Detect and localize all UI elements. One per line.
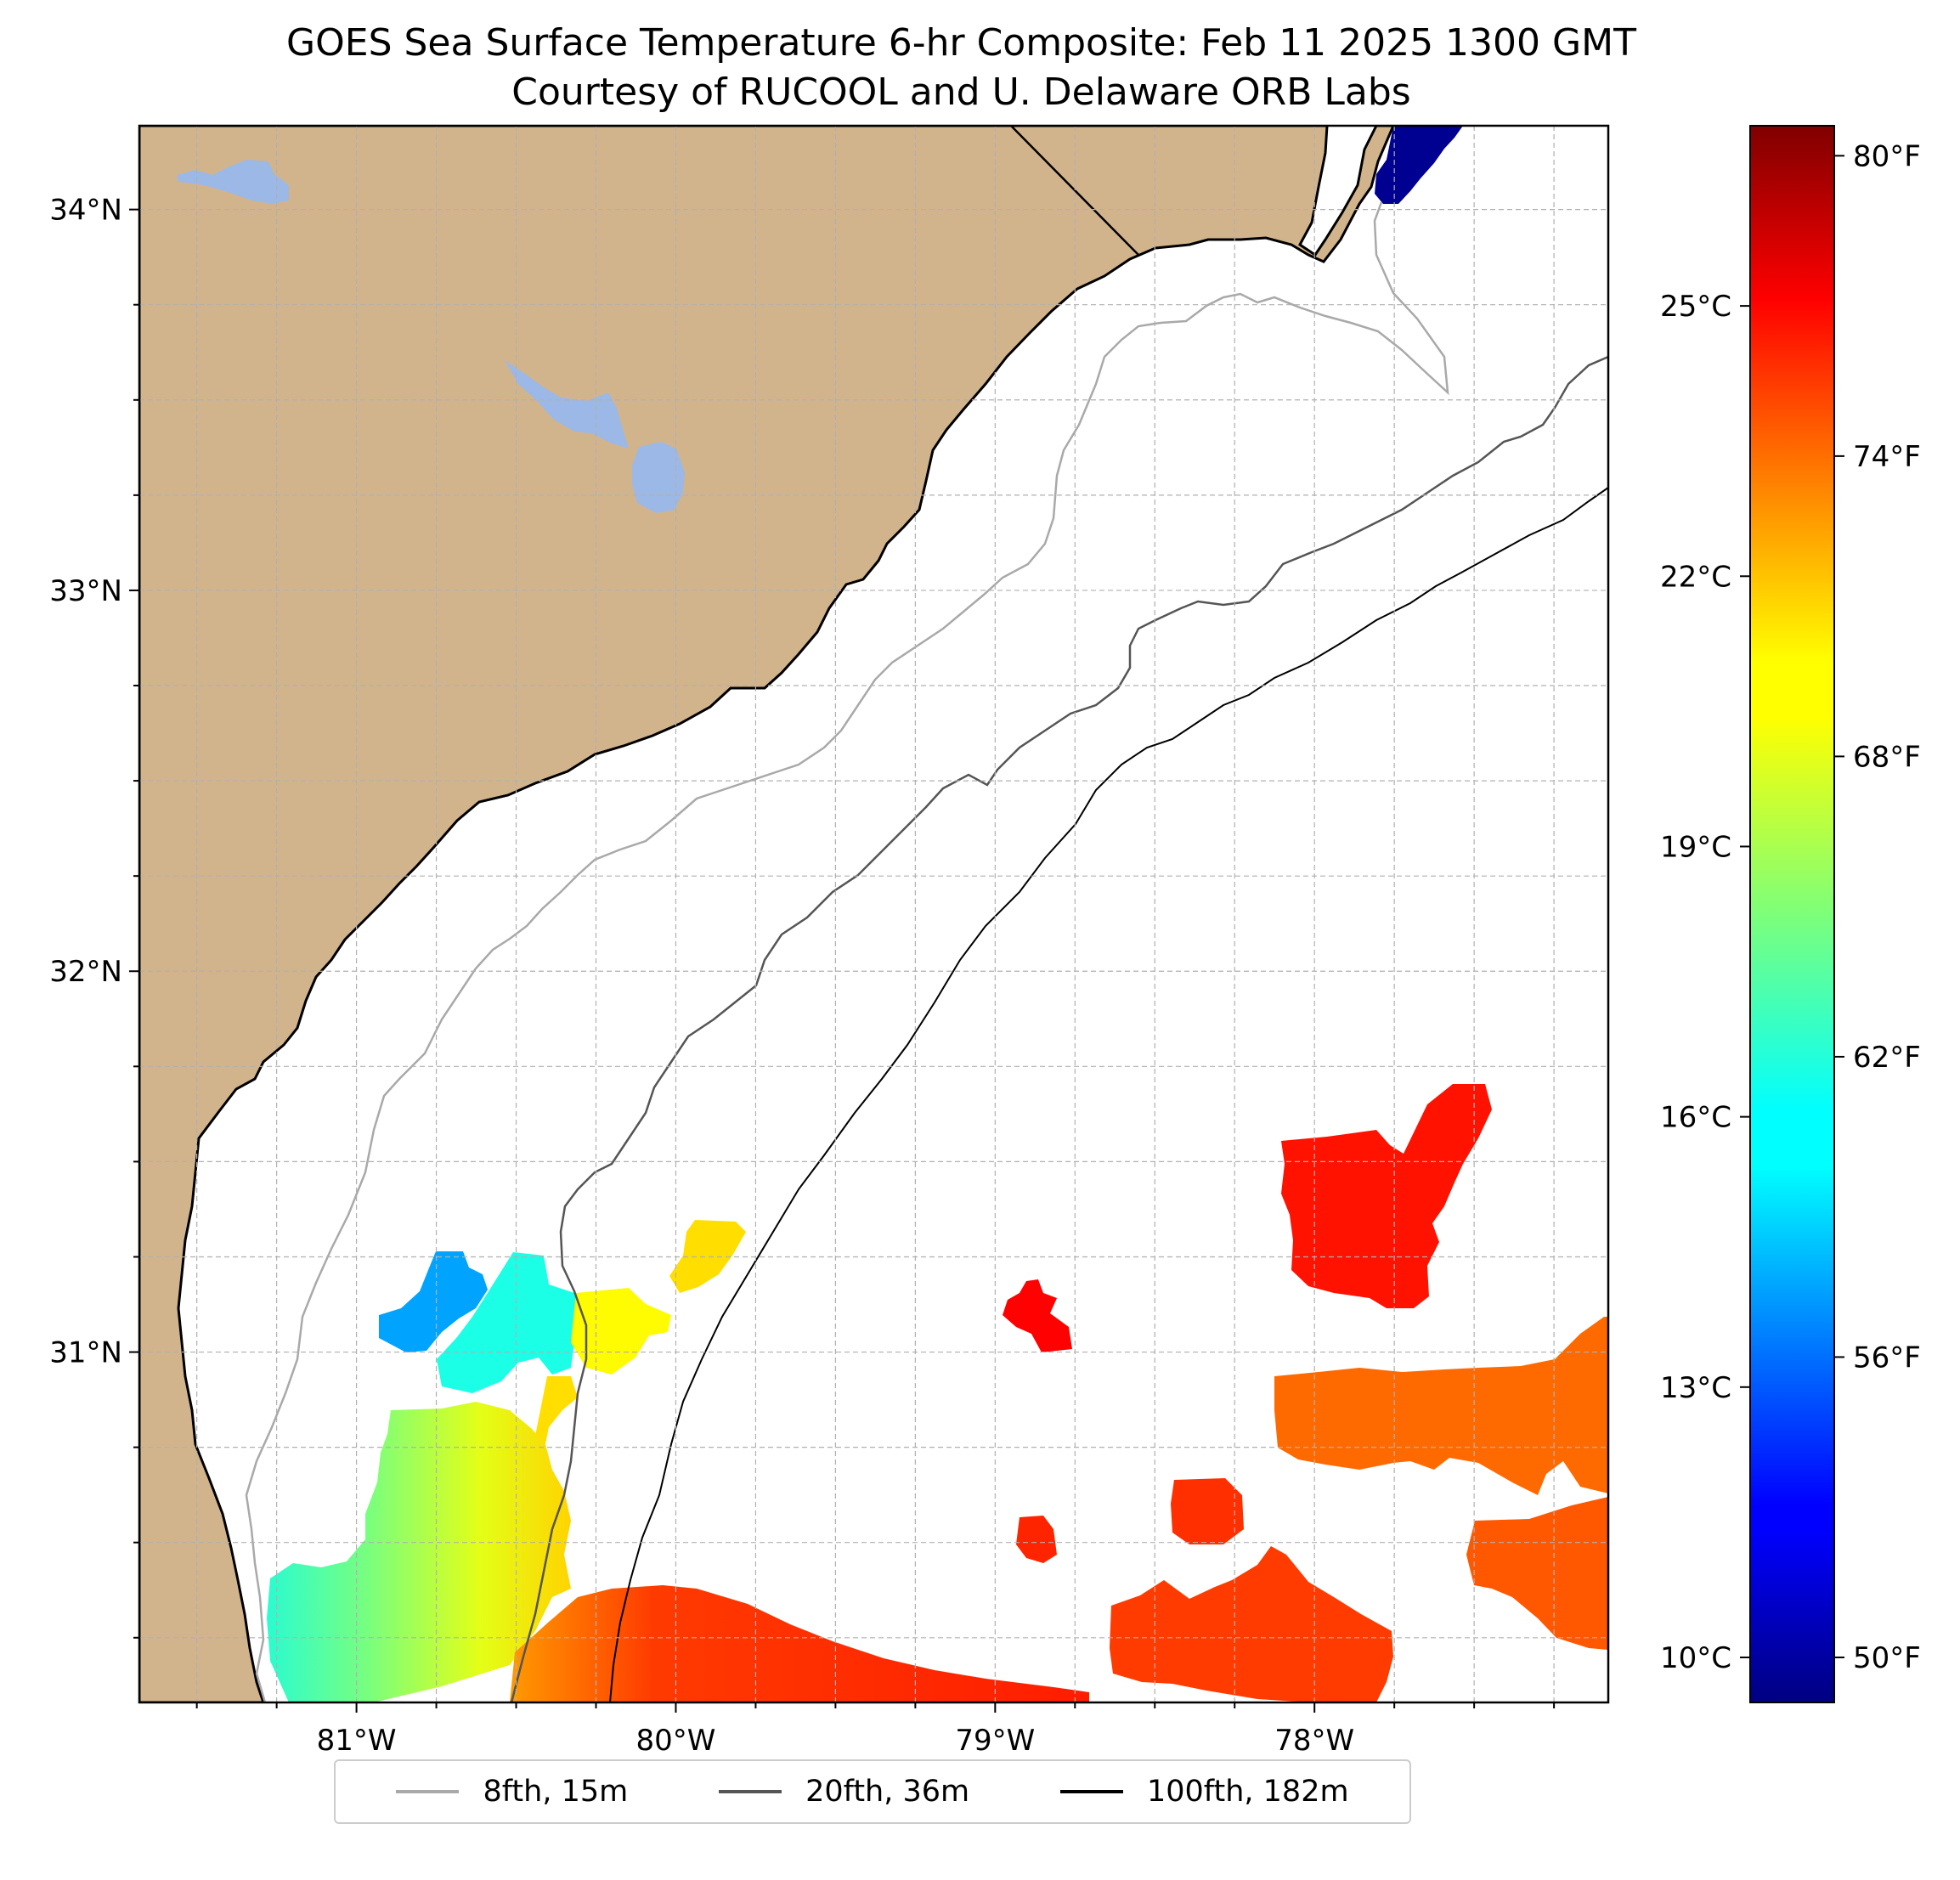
colorbar-label-c: 22°C bbox=[1660, 560, 1731, 594]
cool-patch-cyan bbox=[437, 1252, 586, 1393]
colorbar-label-c: 25°C bbox=[1660, 290, 1731, 324]
map-axes: 81°W 80°W 79°W 78°W 34°N 33°N 32°N 31°N bbox=[49, 194, 1556, 1758]
contour-20fth bbox=[510, 355, 1608, 1702]
warm-patch-small bbox=[1003, 1279, 1072, 1352]
orange-patch-isolated bbox=[1016, 1516, 1057, 1563]
colorbar-label-f: 62°F bbox=[1853, 1041, 1921, 1075]
lat-tick-label: 34°N bbox=[49, 194, 122, 228]
plot-frame bbox=[138, 124, 1610, 1704]
lon-tick-label: 78°W bbox=[1274, 1724, 1354, 1758]
lake-north bbox=[177, 160, 289, 204]
colorbar-label-c: 16°C bbox=[1660, 1101, 1731, 1135]
lon-tick-label: 81°W bbox=[317, 1724, 397, 1758]
legend-item-20fth: 20fth, 36m bbox=[719, 1775, 969, 1809]
bathymetry-legend: 8fth, 15m 20fth, 36m 100fth, 182m bbox=[334, 1759, 1411, 1824]
legend-label-100fth: 100fth, 182m bbox=[1146, 1775, 1349, 1809]
legend-line-8fth bbox=[396, 1790, 460, 1793]
orange-patch-far-southeast bbox=[1466, 1497, 1608, 1650]
cool-patch-blue bbox=[379, 1251, 488, 1352]
lake-marion bbox=[505, 360, 629, 449]
colorbar-label-f: 74°F bbox=[1853, 440, 1921, 474]
yellow-patch-small bbox=[669, 1220, 746, 1293]
nearshore-gradient-south bbox=[267, 1402, 571, 1702]
warm-tongue-south bbox=[510, 1585, 1089, 1702]
lon-tick-label: 80°W bbox=[636, 1724, 716, 1758]
chart-subtitle: Courtesy of RUCOOL and U. Delaware ORB L… bbox=[511, 71, 1411, 114]
orange-patch-southeast bbox=[1274, 1317, 1608, 1495]
lat-tick-label: 33°N bbox=[49, 574, 122, 608]
grid-lines bbox=[139, 126, 1608, 1702]
lon-tick-label: 79°W bbox=[955, 1724, 1035, 1758]
cold-patch-north bbox=[1375, 126, 1463, 204]
colorbar-label-f: 50°F bbox=[1853, 1641, 1921, 1675]
contour-100fth bbox=[609, 487, 1608, 1702]
legend-item-100fth: 100fth, 182m bbox=[1059, 1775, 1349, 1809]
colorbar-label-f: 80°F bbox=[1853, 139, 1921, 173]
chart-title: GOES Sea Surface Temperature 6-hr Compos… bbox=[286, 21, 1636, 65]
orange-patch-south bbox=[1110, 1546, 1393, 1702]
legend-label-20fth: 20fth, 36m bbox=[805, 1775, 970, 1809]
colorbar-label-f: 68°F bbox=[1853, 740, 1921, 774]
lat-tick-label: 32°N bbox=[49, 955, 122, 989]
legend-label-8fth: 8fth, 15m bbox=[483, 1775, 629, 1809]
orange-patch-tiny bbox=[1171, 1478, 1244, 1544]
warm-patch-east bbox=[1281, 1084, 1492, 1308]
colorbar-ticks: 10°C 13°C 16°C 19°C 22°C 25°C 50°F 56°F 62°F 68°F… bbox=[1660, 139, 1921, 1675]
legend-line-20fth bbox=[719, 1790, 782, 1793]
contour-8fth bbox=[245, 201, 1449, 1702]
colorbar bbox=[1749, 125, 1835, 1703]
colorbar-label-c: 19°C bbox=[1660, 830, 1731, 864]
lat-tick-label: 31°N bbox=[49, 1336, 122, 1370]
lake-moultrie bbox=[632, 442, 685, 513]
yellow-patch-extension bbox=[535, 1376, 578, 1453]
legend-item-8fth: 8fth, 15m bbox=[396, 1775, 628, 1809]
colorbar-label-c: 13°C bbox=[1660, 1371, 1731, 1405]
legend-line-100fth bbox=[1059, 1790, 1123, 1793]
colorbar-label-f: 56°F bbox=[1853, 1341, 1921, 1375]
colorbar-label-c: 10°C bbox=[1660, 1641, 1731, 1675]
